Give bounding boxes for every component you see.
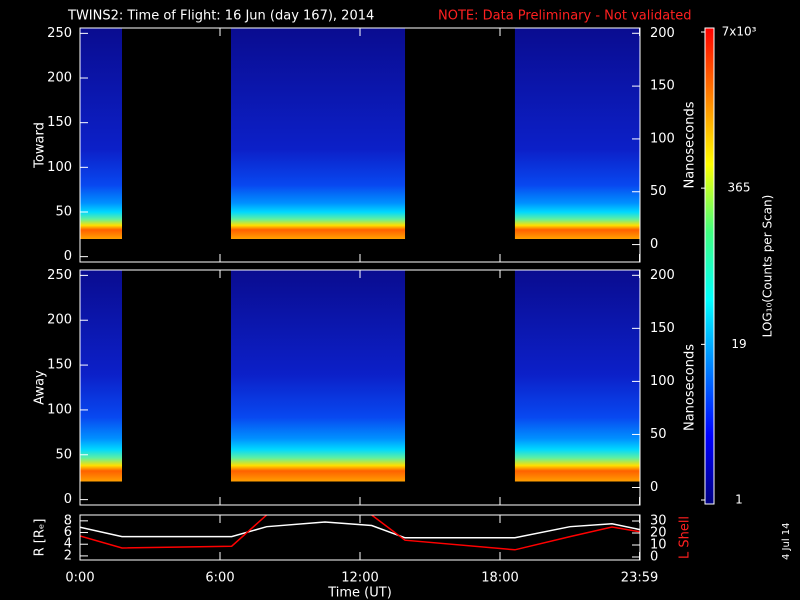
- colorbar-tick-label: 1: [735, 493, 743, 507]
- spectrogram-segment: [514, 270, 640, 505]
- x-tick-label: 0:00: [65, 571, 94, 586]
- y2-tick-label: 100: [650, 374, 675, 389]
- x-tick-label: 6:00: [205, 571, 234, 586]
- y2-axis-label: Nanoseconds: [683, 101, 698, 188]
- y2-tick-label: 100: [650, 131, 675, 146]
- y2-axis-label: Nanoseconds: [683, 344, 698, 431]
- y2-tick-label: 50: [650, 184, 667, 199]
- plot-frame: [79, 514, 641, 561]
- y2-tick-label: 10: [650, 538, 667, 553]
- y2-tick-label: 30: [650, 514, 667, 529]
- date-stamp: 4 Jul 14: [781, 522, 792, 560]
- y-tick-label: 100: [47, 402, 72, 417]
- y2-tick-label: 0: [650, 480, 658, 495]
- x-tick-label: 18:00: [481, 571, 518, 586]
- y-axis-label: R [Rₑ]: [33, 519, 48, 557]
- y-tick-label: 50: [55, 204, 72, 219]
- y-tick-label: 2: [64, 548, 72, 563]
- y-tick-label: 200: [47, 71, 72, 86]
- y-tick-label: 250: [47, 268, 72, 283]
- colorbar-label: LOG₁₀(Counts per Scan): [761, 195, 775, 338]
- y-tick-label: 0: [64, 249, 72, 264]
- y2-tick-label: 200: [650, 268, 675, 283]
- chart-title: TWINS2: Time of Flight: 16 Jun (day 167)…: [67, 9, 374, 24]
- y2-tick-label: 0: [650, 550, 658, 565]
- y2-tick-label: 150: [650, 321, 675, 336]
- colorbar: [704, 27, 715, 505]
- y-tick-label: 8: [64, 513, 72, 528]
- spectrogram-segment: [80, 270, 122, 505]
- note: NOTE: Data Preliminary - Not validated: [438, 9, 692, 24]
- y-tick-label: 200: [47, 313, 72, 328]
- y2-axis-label: L Shell: [678, 516, 693, 559]
- colorbar-tick-label: 365: [728, 181, 751, 195]
- y-tick-label: 0: [64, 492, 72, 507]
- y2-tick-label: 150: [650, 79, 675, 94]
- y2-tick-label: 20: [650, 526, 667, 541]
- y-tick-label: 100: [47, 160, 72, 175]
- x-tick-label: 12:00: [341, 571, 378, 586]
- spectrogram-segment: [230, 28, 406, 262]
- plot-frame: [79, 27, 641, 263]
- y2-tick-label: 0: [650, 237, 658, 252]
- plot-frame: [79, 269, 641, 506]
- colorbar-tick-label: 7x10³: [722, 25, 757, 39]
- spectrogram-segment: [230, 270, 406, 505]
- y-tick-label: 6: [64, 525, 72, 540]
- y2-tick-label: 200: [650, 26, 675, 41]
- y-tick-label: 50: [55, 447, 72, 462]
- series-line: [80, 515, 640, 551]
- y-axis-label: Toward: [33, 122, 48, 169]
- y2-tick-label: 50: [650, 427, 667, 442]
- colorbar-tick-label: 19: [731, 337, 746, 351]
- x-tick-label: 23:59: [621, 571, 658, 586]
- y-axis-label: Away: [33, 370, 48, 405]
- y-tick-label: 250: [47, 26, 72, 41]
- x-axis-label: Time (UT): [327, 586, 392, 600]
- series-line: [80, 521, 640, 539]
- y-tick-label: 150: [47, 115, 72, 130]
- y-tick-label: 150: [47, 358, 72, 373]
- spectrogram-segment: [80, 28, 122, 262]
- y-tick-label: 4: [64, 537, 72, 552]
- spectrogram-segment: [514, 28, 640, 262]
